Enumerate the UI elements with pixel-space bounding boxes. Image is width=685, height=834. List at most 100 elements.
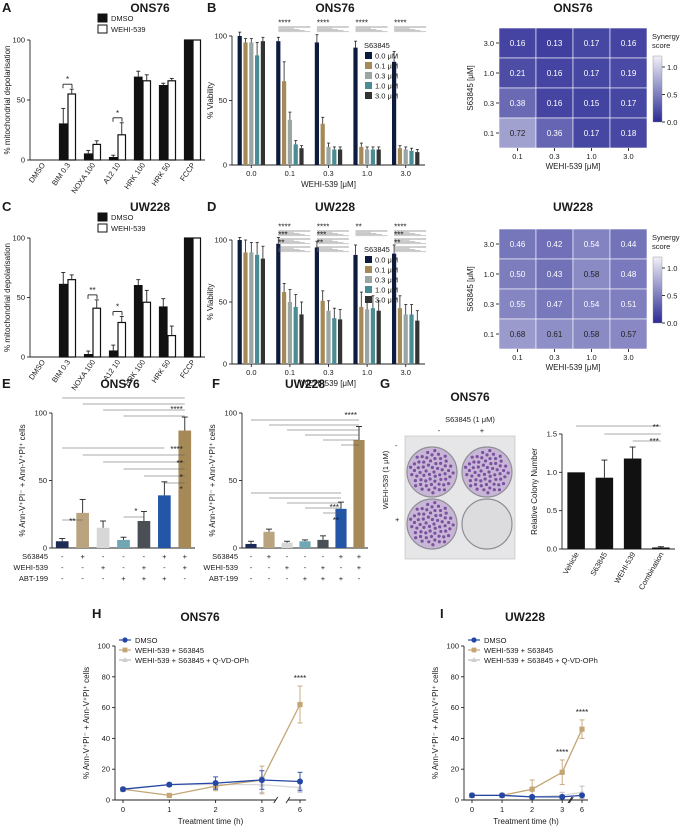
colony	[433, 531, 437, 535]
depol-A-y-tick-label: 50	[17, 96, 25, 105]
colony	[426, 502, 430, 507]
x-tick-label: 2	[530, 805, 534, 814]
colony	[430, 453, 434, 457]
legend-label: 0.3 μM	[375, 276, 398, 285]
heatmap-y-tick-label: 3.0	[484, 39, 494, 48]
bar	[365, 149, 370, 165]
colony	[433, 538, 437, 542]
x-axis-label: Treatment time (h)	[493, 817, 559, 826]
sig-label: *	[180, 485, 183, 494]
bar	[392, 61, 397, 165]
colony	[424, 536, 428, 540]
heatmap-value: 0.38	[510, 99, 526, 108]
heatmap-value: 0.68	[510, 330, 526, 339]
sig-label: *	[66, 75, 69, 84]
colony	[475, 487, 479, 491]
colony	[410, 473, 414, 477]
legend-label: 0.3 μM	[375, 72, 398, 81]
panel-title-i: UW228	[505, 610, 545, 624]
colorbar-tick-label: 0.0	[667, 319, 677, 328]
colony	[491, 452, 496, 456]
colony	[421, 517, 425, 521]
treatment-sign: -	[61, 574, 64, 583]
legend-label: 3.0 μM	[375, 296, 398, 305]
treatment-row-label: WEHI-539	[13, 563, 48, 572]
colony	[446, 481, 451, 486]
colony	[482, 472, 487, 476]
treatment-sign: +	[321, 563, 326, 572]
colony	[414, 536, 418, 540]
x-tick-label: WEHI-539	[612, 551, 637, 585]
colony	[415, 526, 419, 530]
bar	[133, 76, 143, 161]
bar	[403, 149, 408, 165]
treatment-sign: +	[357, 563, 362, 572]
legend-marker	[122, 637, 128, 643]
colony	[433, 526, 437, 530]
colony	[487, 470, 491, 474]
sig-label: **	[653, 423, 659, 432]
bar	[158, 495, 171, 548]
colony	[499, 477, 503, 481]
bar	[158, 84, 168, 161]
bar	[243, 42, 248, 166]
x-tick-label: 0.0	[246, 368, 256, 377]
panel-letter-b: B	[207, 0, 216, 15]
colony	[427, 488, 431, 492]
legend-swatch	[365, 256, 372, 263]
colony	[427, 540, 431, 544]
viab-B-y-tick-label: 0	[223, 161, 227, 170]
legend-label: WEHI-539 + S63845	[135, 646, 204, 655]
x-tick-label: Vehicle	[561, 551, 581, 576]
treatment-row-label: S63845	[212, 552, 238, 561]
legend-swatch	[365, 82, 372, 89]
colony	[430, 517, 434, 522]
colony	[447, 468, 451, 473]
colony	[477, 473, 481, 477]
heatmap-x-axis-label: WEHI-539 [μM]	[546, 363, 601, 372]
colony	[409, 517, 413, 521]
legend-swatch	[365, 296, 372, 303]
colony	[437, 488, 441, 492]
x-axis-label: WEHI-539 [μM]	[301, 180, 356, 189]
colony	[432, 522, 436, 526]
colony	[448, 527, 452, 531]
colony	[409, 465, 413, 469]
colony	[497, 483, 501, 487]
colony	[429, 482, 434, 487]
legend-swatch	[365, 92, 372, 99]
treatment-sign: -	[358, 574, 361, 583]
plate-col-minus: -	[438, 426, 441, 435]
colony	[416, 466, 420, 470]
x-tick-label: 6	[580, 805, 584, 814]
data-point	[258, 776, 265, 783]
heatmap-value: 0.16	[510, 39, 526, 48]
bar	[192, 39, 202, 161]
axis-break	[568, 796, 574, 804]
bar	[282, 292, 287, 364]
x-tick-label: 1.0	[362, 169, 372, 178]
panel-letter-c: C	[2, 199, 12, 214]
colony	[443, 464, 447, 468]
colony	[504, 464, 508, 468]
heatmap-value: 0.17	[584, 69, 600, 78]
heatmap-x-tick-label: 0.1	[512, 353, 522, 362]
time-H-y-tick-label: 0	[106, 796, 110, 805]
legend-swatch	[365, 52, 372, 59]
colony	[438, 525, 442, 529]
treatment-sign: -	[143, 552, 146, 561]
viab-D-y-tick-label: 50	[219, 298, 227, 307]
heatmap-value: 0.15	[584, 99, 600, 108]
data-point	[166, 781, 173, 788]
colony	[502, 468, 506, 473]
heatmap-value: 0.43	[547, 270, 563, 279]
legend-label: WEHI-539 + S63845 + Q-VD-OPh	[484, 656, 598, 665]
bar	[415, 320, 420, 364]
colony	[420, 454, 424, 459]
heatmap-y-axis-label: S63845 [μM]	[466, 266, 475, 312]
panel-title-a: ONS76	[130, 1, 170, 15]
colony	[503, 475, 507, 479]
colony	[433, 479, 437, 483]
heatmap-value: 0.50	[510, 270, 526, 279]
